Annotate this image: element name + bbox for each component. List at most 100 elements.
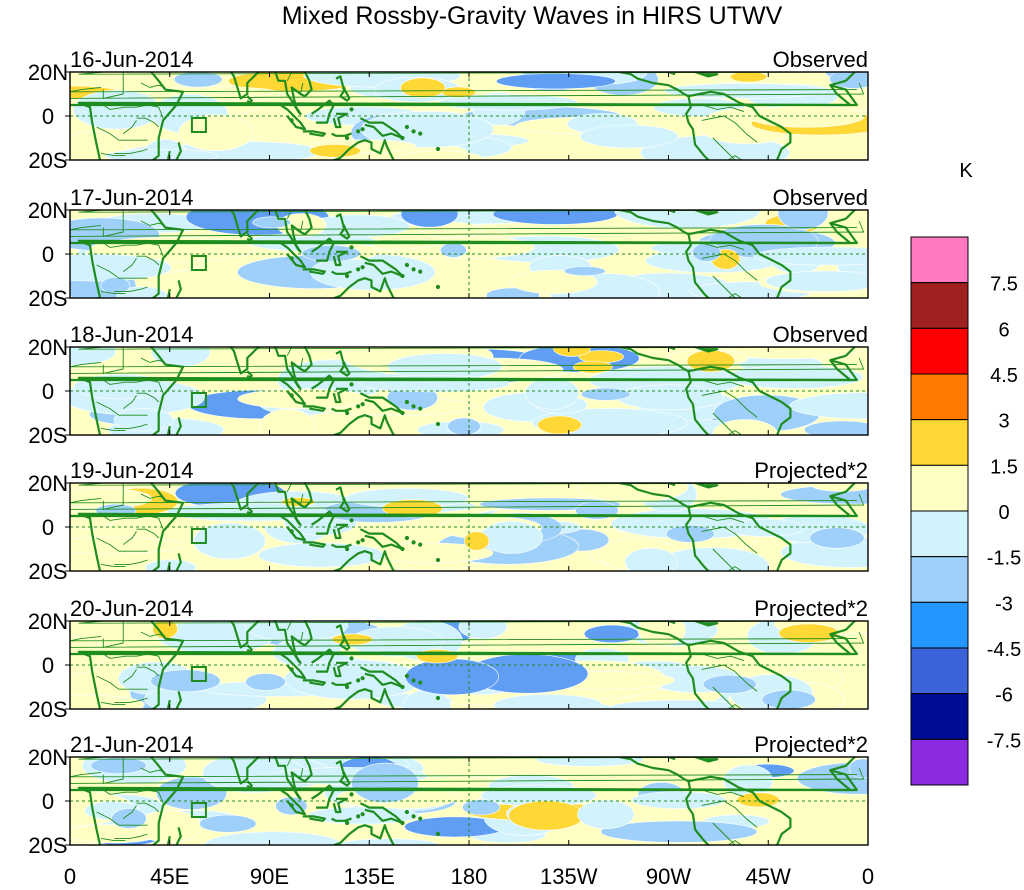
island [360,676,365,681]
anomaly-contour [809,527,865,549]
coastline [694,210,719,216]
coastline [685,233,710,298]
coastline [229,621,261,649]
country-border [140,493,166,499]
coastline [279,653,307,680]
coastline [70,633,858,656]
anomaly-contour [440,242,467,258]
panel-date: 18-Jun-2014 [70,322,194,347]
coastlines [70,621,865,709]
coastline [274,621,313,664]
coastline [229,483,261,511]
country-border [122,395,137,409]
country-border [300,767,304,780]
island [435,695,441,701]
coastline [331,139,395,160]
country-border [701,515,745,524]
coastline [666,210,676,214]
coastline [331,681,352,686]
coastline [279,515,307,542]
coastline [335,760,351,787]
coastline [666,483,676,487]
country-border [286,210,293,220]
anomaly-contour [761,689,816,709]
coastline [694,72,719,78]
coastline [302,405,326,412]
anomaly-contour [536,757,643,767]
lon-label: 45E [150,864,189,889]
coastline [302,679,326,686]
coastline [279,379,307,406]
anomaly-contour [692,242,722,262]
coastline [77,347,857,435]
anomaly-contour [439,94,578,111]
anomaly-contour [537,415,582,435]
anomaly-contour [70,694,145,709]
anomaly-contour [416,649,459,664]
anomaly-contour [579,124,679,149]
anomaly-contour [572,360,613,374]
anomaly-contour [848,758,868,779]
anomaly-contour [624,547,678,571]
coastline [70,84,858,107]
country-border [103,104,164,119]
anomaly-contour [493,694,603,709]
country-border [96,675,148,690]
island [400,684,405,690]
anomaly-contour [576,483,689,503]
reference-box [190,392,207,408]
coastline [615,757,792,845]
island [435,146,441,152]
country-border [712,137,736,160]
country-border [701,653,745,662]
anomaly-contour [259,408,316,435]
island [400,135,405,141]
anomaly-contour [492,210,618,225]
colorbar-level: 3 [998,411,1009,433]
coastline [335,350,351,377]
island [344,820,350,826]
island [411,540,416,545]
panel-date: 20-Jun-2014 [70,596,194,621]
coastline [279,242,307,269]
coastline [302,815,326,822]
anomaly-contour [583,624,640,644]
coastline [332,250,349,267]
country-border [136,255,160,266]
coastline [274,347,313,390]
island [356,267,361,272]
island [418,542,423,547]
coastline [246,370,253,379]
country-border [727,430,743,435]
coastline [302,268,326,275]
anomaly-contour [382,499,443,518]
country-border [100,837,126,842]
island [404,399,410,405]
country-border [140,82,166,88]
island [418,816,423,821]
lat-label: 0 [42,515,54,540]
country-border [727,704,743,709]
coastline [302,130,326,137]
country-border [100,701,126,706]
country-border [300,493,304,506]
country-border [286,483,293,493]
lat-label: 20N [28,471,68,496]
colorbar-swatch [910,556,969,603]
coastline [336,472,338,479]
country-border [96,264,148,279]
anomaly-contour [611,699,746,709]
country-border [701,253,758,281]
lat-label: 20S [28,423,67,448]
coastline [166,553,182,571]
country-border [286,621,293,631]
country-border [114,697,148,703]
island [289,256,294,261]
country-border [136,528,160,539]
coastline [229,72,261,100]
country-border [70,86,857,93]
island [356,404,361,409]
map-panel: 20N 0 20S 20-Jun-2014 Projected*2 [28,596,869,722]
island [435,421,441,427]
coastline [279,104,307,131]
